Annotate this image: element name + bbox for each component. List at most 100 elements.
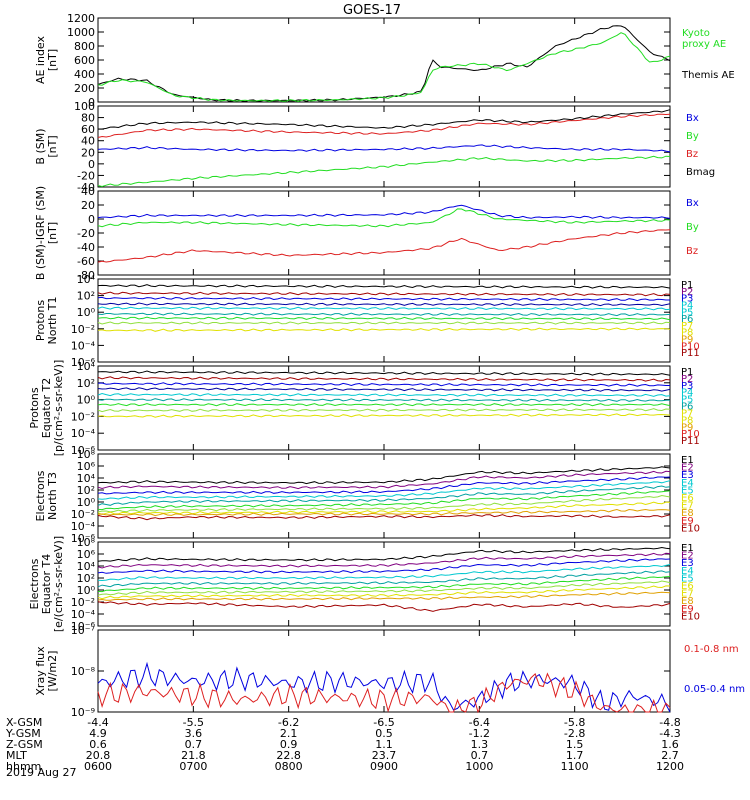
series-line-e4 (97, 564, 671, 582)
series-line-bx (97, 144, 671, 153)
series-line-p1 (97, 284, 671, 289)
y-axis-label: Equator T4 (40, 554, 53, 614)
y-tick-label: -20 (77, 227, 95, 240)
legend-label: E3 (681, 470, 694, 481)
footer-value: 23.7 (372, 749, 397, 762)
y-tick-label: 10² (77, 572, 95, 585)
series-line-p4 (97, 387, 671, 392)
series-line-kyoto-proxy-ae (97, 32, 671, 103)
footer-value: 0600 (84, 760, 112, 773)
legend-label: E9 (681, 604, 694, 615)
series-line-p8 (97, 408, 671, 413)
series-line-e3 (97, 558, 671, 574)
legend-label: P10 (681, 429, 700, 440)
legend-label: E8 (681, 508, 694, 519)
series-line-by (97, 208, 671, 228)
series-line-e1 (97, 466, 671, 485)
series-line-e8 (97, 501, 671, 515)
series-line-p1 (97, 370, 671, 376)
footer-value: -1.2 (469, 727, 490, 740)
series-line-p9 (97, 413, 671, 418)
legend-label: Bx (686, 113, 699, 124)
y-axis-label: Electrons (34, 470, 47, 521)
date-label: 2019 Aug 27 (6, 766, 76, 779)
series-line-e4 (97, 480, 671, 500)
legend-label: 0.05-0.4 nm (684, 684, 745, 695)
legend-label: P1 (681, 280, 693, 291)
y-tick-label: 10⁶ (77, 548, 96, 561)
legend-label: P7 (681, 408, 693, 419)
legend-label: Themis AE (681, 70, 735, 81)
footer-value: 1.6 (661, 738, 679, 751)
series-line-p9 (97, 327, 671, 332)
legend-label: Kyoto (682, 28, 710, 39)
legend-label: P5 (681, 395, 693, 406)
y-tick-label: 10⁻⁴ (71, 608, 96, 621)
legend-label: E8 (681, 596, 694, 607)
series-line-0-1-0-8-nm (97, 672, 671, 714)
y-tick-label: 10² (77, 377, 95, 390)
footer-value: 21.8 (181, 749, 206, 762)
panel-pt2: 10⁻⁶ 10⁻⁴ 10⁻² 10⁰ 10² 10⁴ Protons Equator T2 [p… (28, 360, 700, 457)
y-tick-label: 10⁶ (77, 460, 96, 473)
series-line-e8 (97, 585, 671, 600)
y-tick-label: -40 (77, 241, 95, 254)
legend-label: P4 (681, 300, 693, 311)
footer-row-label: hhmm (6, 760, 41, 773)
legend-label: Bmag (686, 167, 715, 178)
y-tick-label: -40 (77, 181, 95, 194)
y-tick-label: 10⁻⁴ (71, 427, 96, 440)
y-axis-label: [nT] (46, 222, 59, 244)
footer-value: 0900 (370, 760, 398, 773)
series-line-0-05-0-4-nm (97, 661, 671, 713)
series-line-e9 (97, 591, 671, 601)
y-axis-label: Protons (34, 300, 47, 341)
footer-value: 3.6 (185, 727, 203, 740)
y-tick-label: 10⁻⁴ (71, 339, 96, 352)
y-tick-label: 10⁻² (71, 323, 95, 336)
series-line-p5 (97, 392, 671, 397)
y-tick-label: 10⁻⁴ (71, 520, 96, 533)
footer-value: 20.8 (86, 749, 111, 762)
footer-value: 2.7 (661, 749, 679, 762)
series-line-p3 (97, 296, 670, 302)
legend-label: E4 (681, 566, 694, 577)
series-line-e5 (97, 570, 671, 588)
legend-label: E6 (681, 581, 694, 592)
legend-label: E5 (681, 573, 694, 584)
y-tick-label: 10² (77, 484, 95, 497)
footer-value: 1000 (465, 760, 493, 773)
legend-label: P6 (681, 402, 693, 413)
y-tick-label: 600 (74, 54, 95, 67)
y-tick-label: 1200 (67, 12, 95, 25)
y-tick-label: 10⁰ (77, 394, 96, 407)
y-tick-label: -20 (77, 169, 95, 182)
footer-value: 0.7 (471, 749, 489, 762)
y-tick-label: 10⁸ (77, 536, 96, 549)
y-tick-label: 10⁸ (77, 448, 96, 461)
y-tick-label: 0 (88, 158, 95, 171)
series-line-e6 (97, 576, 671, 593)
series-line-p7 (97, 403, 671, 407)
series-line-e6 (97, 490, 671, 511)
series-line-e9 (97, 508, 671, 517)
y-tick-label: 10⁻⁶ (71, 620, 96, 633)
footer-value: -5.8 (564, 716, 585, 729)
y-tick-label: 60 (81, 123, 95, 136)
footer-value: 1100 (561, 760, 589, 773)
series-line-p6 (97, 312, 671, 317)
footer-value: -5.5 (183, 716, 204, 729)
legend-label: E1 (681, 543, 694, 554)
series-line-e5 (97, 485, 671, 506)
footer-value: 0700 (179, 760, 207, 773)
legend-label: E1 (681, 455, 694, 466)
series-line-p3 (97, 382, 670, 387)
footer-row-label: MLT (6, 749, 27, 762)
legend-label: E2 (681, 463, 694, 474)
legend-label: P11 (681, 436, 700, 447)
y-tick-label: -80 (77, 269, 95, 282)
series-line-bz (97, 113, 671, 138)
series-line-p2 (97, 376, 671, 382)
